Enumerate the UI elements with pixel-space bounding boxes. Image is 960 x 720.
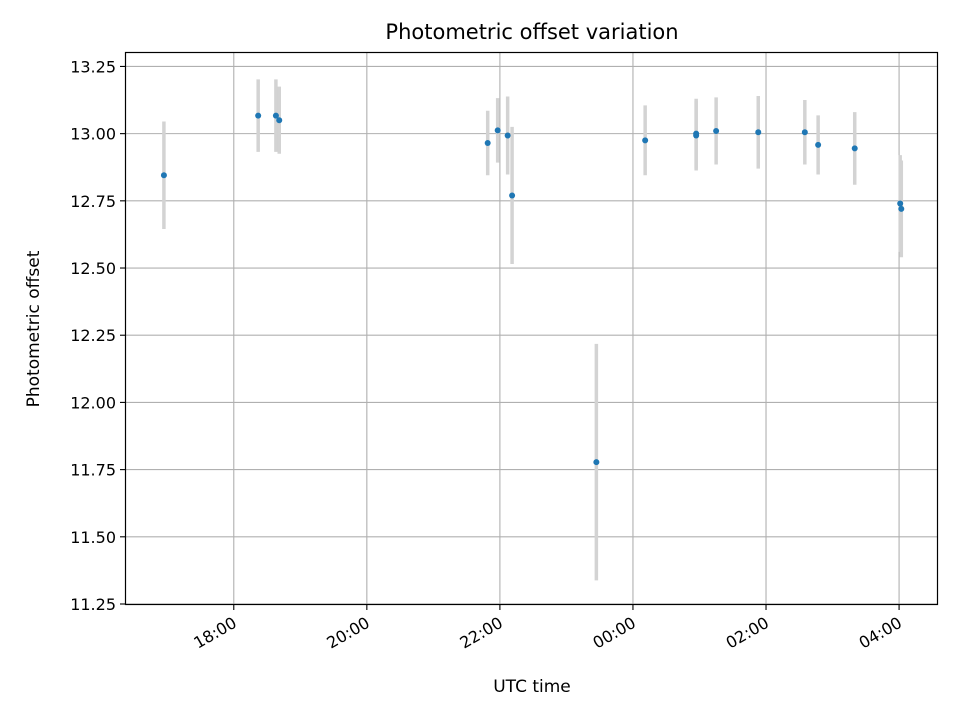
data-point — [815, 141, 822, 148]
data-point — [494, 127, 501, 134]
y-axis-label: Photometric offset — [24, 250, 44, 407]
x-tick-label: 18:00 — [190, 613, 239, 653]
chart-title: Photometric offset variation — [385, 20, 678, 44]
x-axis-label: UTC time — [493, 677, 571, 697]
y-axis-ticks: 11.25 11.50 11.75 12.00 12.25 12.50 12.75 13.00… — [70, 57, 126, 614]
data-point — [593, 459, 600, 466]
y-tick-label: 11.25 — [70, 595, 116, 614]
data-point — [255, 112, 262, 119]
x-tick-label: 02:00 — [723, 613, 772, 653]
x-tick-label: 20:00 — [323, 613, 372, 653]
grid — [126, 53, 937, 605]
data-point — [504, 132, 511, 139]
x-tick-label: 22:00 — [456, 613, 505, 653]
y-tick-label: 12.50 — [70, 259, 116, 278]
y-tick-label: 12.75 — [70, 192, 116, 211]
y-tick-label: 12.25 — [70, 326, 116, 345]
error-bars — [162, 79, 904, 581]
data-point — [898, 205, 905, 212]
x-tick-label: 00:00 — [590, 613, 639, 653]
plot-frame — [124, 51, 939, 606]
data-point — [851, 145, 858, 152]
y-tick-label: 13.00 — [70, 125, 116, 144]
data-point — [801, 129, 808, 136]
x-axis-ticks: 18:00 20:00 22:00 00:00 02:00 04:00 — [190, 604, 905, 653]
data-point — [713, 127, 720, 134]
y-tick-label: 13.25 — [70, 57, 116, 76]
data-points — [160, 112, 905, 466]
data-point — [509, 192, 516, 199]
y-tick-label: 11.75 — [70, 461, 116, 480]
data-point — [276, 117, 283, 124]
data-point — [160, 172, 167, 179]
data-point — [484, 140, 491, 147]
y-tick-label: 12.00 — [70, 393, 116, 412]
data-point — [693, 132, 700, 139]
data-point — [642, 137, 649, 144]
x-tick-label: 04:00 — [856, 613, 905, 653]
data-point — [897, 200, 904, 207]
data-point — [272, 112, 279, 119]
y-tick-label: 11.50 — [70, 528, 116, 547]
data-point — [755, 129, 762, 136]
